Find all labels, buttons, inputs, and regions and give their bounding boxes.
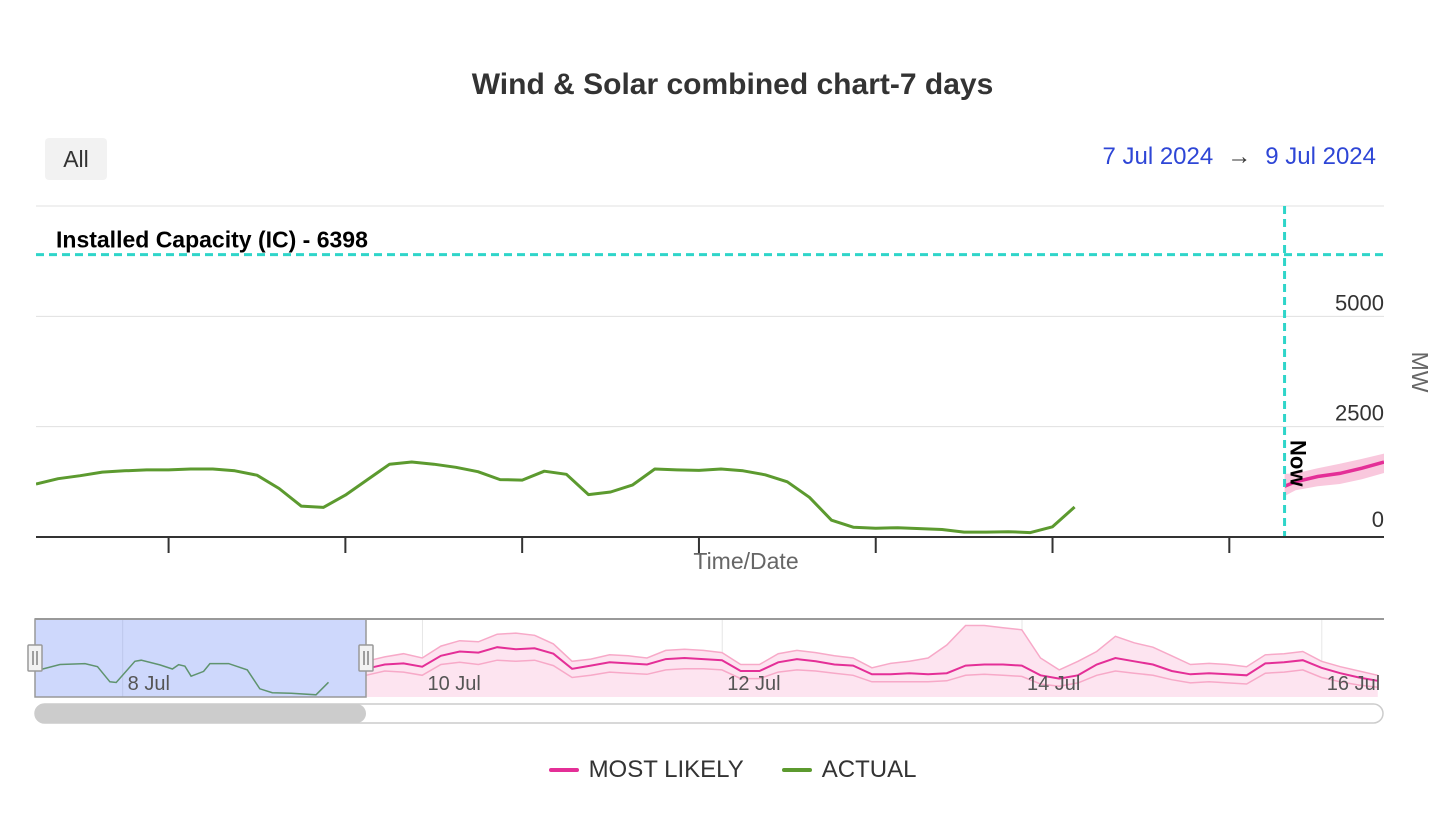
installed-capacity-label: Installed Capacity (IC) - 6398 <box>56 227 368 253</box>
navigator-handle-left[interactable] <box>27 644 43 672</box>
navigator-date-label: 10 Jul <box>427 673 480 695</box>
y-tick-label: 0 <box>1372 507 1384 532</box>
series-most-likely-line <box>1283 460 1384 488</box>
x-axis-title: Time/Date <box>693 548 798 574</box>
navigator-date-label: 8 Jul <box>128 673 170 695</box>
handle-grip <box>358 644 374 672</box>
scrollbar-thumb[interactable] <box>35 704 367 723</box>
navigator-date-label: 12 Jul <box>727 673 780 695</box>
legend-swatch-most-likely <box>548 768 579 772</box>
chart-title: Wind & Solar combined chart-7 days <box>471 68 994 101</box>
plot-area <box>36 453 1384 535</box>
gridlines <box>36 205 1384 428</box>
y-axis-title: MW <box>1407 352 1433 393</box>
navigator-series <box>34 624 1378 697</box>
range-from-date[interactable]: 7 Jul 2024 <box>1102 143 1214 170</box>
navigator[interactable]: 8 Jul 10 Jul 12 Jul 14 Jul 16 Jul <box>27 618 1384 698</box>
range-all-button[interactable]: All <box>45 138 107 180</box>
legend-label-actual: ACTUAL <box>821 756 917 783</box>
navigator-actual-line <box>34 659 330 696</box>
y-tick-label: 5000 <box>1335 290 1384 315</box>
legend: MOST LIKELY ACTUAL <box>0 756 1456 784</box>
series-actual-line <box>36 460 1076 535</box>
handle-grip <box>27 644 43 672</box>
plot-lines: Installed Capacity (IC) - 6398 Now <box>36 206 1384 537</box>
navigator-handle-right[interactable] <box>358 644 374 672</box>
navigator-date-labels: 8 Jul 10 Jul 12 Jul 14 Jul 16 Jul <box>128 673 1380 695</box>
navigator-most-likely-area <box>366 625 1378 697</box>
legend-label-most-likely: MOST LIKELY <box>588 756 744 783</box>
legend-swatch-actual <box>781 768 812 772</box>
navigator-selected-range[interactable] <box>34 618 367 698</box>
x-axis: Time/Date <box>36 536 1384 574</box>
navigator-date-label: 14 Jul <box>1027 673 1080 695</box>
range-arrow-icon: → <box>1227 143 1252 170</box>
navigator-most-likely-line <box>365 646 1378 682</box>
legend-item-actual[interactable]: ACTUAL <box>781 756 917 784</box>
y-tick-label: 2500 <box>1335 401 1384 426</box>
navigator-date-label: 16 Jul <box>1327 673 1380 695</box>
y-axis-tick-labels: 0 2500 5000 <box>1335 290 1384 532</box>
range-to-date[interactable]: 9 Jul 2024 <box>1265 143 1376 170</box>
scrollbar[interactable] <box>34 703 1384 724</box>
legend-item-most-likely[interactable]: MOST LIKELY <box>548 756 744 784</box>
now-label: Now <box>1286 440 1311 487</box>
navigator-upper-line <box>365 624 1378 677</box>
navigator-lower-line <box>365 659 1378 689</box>
date-range-display: 7 Jul 2024 → 9 Jul 2024 <box>1102 143 1376 171</box>
